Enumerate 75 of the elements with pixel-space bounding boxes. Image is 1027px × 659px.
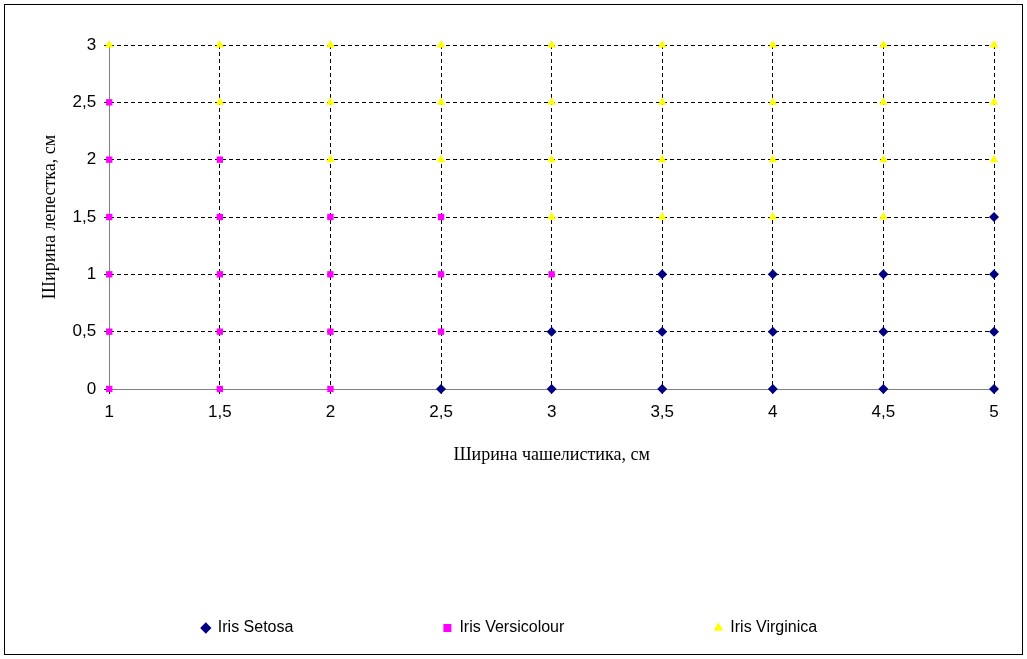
point bbox=[657, 154, 667, 163]
point bbox=[546, 326, 557, 337]
x-tick-label: 3 bbox=[546, 401, 557, 421]
y-tick-label: 2 bbox=[86, 149, 97, 169]
point bbox=[768, 154, 778, 163]
point bbox=[436, 384, 447, 394]
point bbox=[878, 269, 889, 280]
x-tick-label: 1,5 bbox=[208, 401, 232, 421]
point bbox=[215, 40, 225, 48]
point bbox=[327, 213, 334, 221]
x-tick-label: 4,5 bbox=[871, 401, 896, 421]
point bbox=[326, 97, 335, 105]
point bbox=[767, 384, 778, 394]
point bbox=[657, 384, 668, 394]
point bbox=[104, 40, 114, 48]
x-tick-label: 2 bbox=[325, 401, 336, 421]
legend-label: Iris Versicolour bbox=[459, 618, 565, 636]
point bbox=[216, 328, 224, 335]
point bbox=[657, 269, 668, 280]
point bbox=[989, 212, 999, 222]
point bbox=[878, 384, 889, 394]
legend-label: Iris Setosa bbox=[217, 618, 294, 636]
point bbox=[879, 40, 888, 48]
point bbox=[879, 154, 888, 163]
y-tick-label: 1 bbox=[86, 264, 97, 284]
point bbox=[768, 97, 778, 105]
point bbox=[657, 212, 667, 220]
x-tick-label: 5 bbox=[989, 401, 999, 421]
point bbox=[547, 40, 556, 48]
x-axis-title: Ширина чашелистика, см bbox=[453, 443, 650, 464]
y-tick-label: 1,5 bbox=[72, 206, 97, 226]
y-axis-title: Ширина лепестка, см bbox=[38, 134, 59, 300]
point bbox=[216, 156, 224, 163]
point bbox=[989, 326, 999, 337]
point bbox=[768, 212, 778, 220]
point bbox=[989, 269, 999, 280]
point bbox=[767, 326, 778, 337]
point bbox=[657, 326, 668, 337]
point bbox=[989, 97, 999, 105]
point bbox=[879, 97, 888, 105]
point bbox=[547, 97, 556, 105]
point bbox=[327, 271, 334, 278]
point bbox=[547, 212, 556, 220]
y-tick-label: 3 bbox=[86, 34, 97, 54]
point bbox=[326, 154, 335, 163]
point bbox=[547, 154, 556, 163]
x-tick-label: 3,5 bbox=[650, 401, 675, 421]
point bbox=[879, 212, 888, 220]
point bbox=[878, 326, 889, 337]
point bbox=[768, 40, 778, 48]
point bbox=[436, 97, 446, 105]
y-tick-label: 0 bbox=[86, 378, 97, 398]
x-tick-label: 2,5 bbox=[429, 401, 453, 421]
y-tick-label: 2,5 bbox=[72, 92, 97, 112]
point bbox=[437, 271, 445, 278]
point bbox=[436, 40, 446, 48]
legend-label: Iris Virginica bbox=[730, 618, 818, 636]
y-tick-label: 0,5 bbox=[72, 321, 97, 341]
point bbox=[546, 384, 557, 394]
x-tick-label: 4 bbox=[768, 401, 778, 421]
point bbox=[327, 385, 334, 393]
point bbox=[437, 328, 445, 335]
point bbox=[989, 154, 999, 163]
point bbox=[767, 269, 778, 280]
point bbox=[989, 384, 999, 394]
point bbox=[326, 40, 335, 48]
point bbox=[436, 154, 446, 163]
point bbox=[327, 328, 334, 335]
point bbox=[548, 271, 555, 278]
point bbox=[215, 97, 225, 105]
point bbox=[657, 97, 667, 105]
point bbox=[989, 40, 999, 48]
point bbox=[657, 40, 667, 48]
x-tick-label: 1 bbox=[104, 401, 114, 421]
point bbox=[216, 271, 224, 278]
